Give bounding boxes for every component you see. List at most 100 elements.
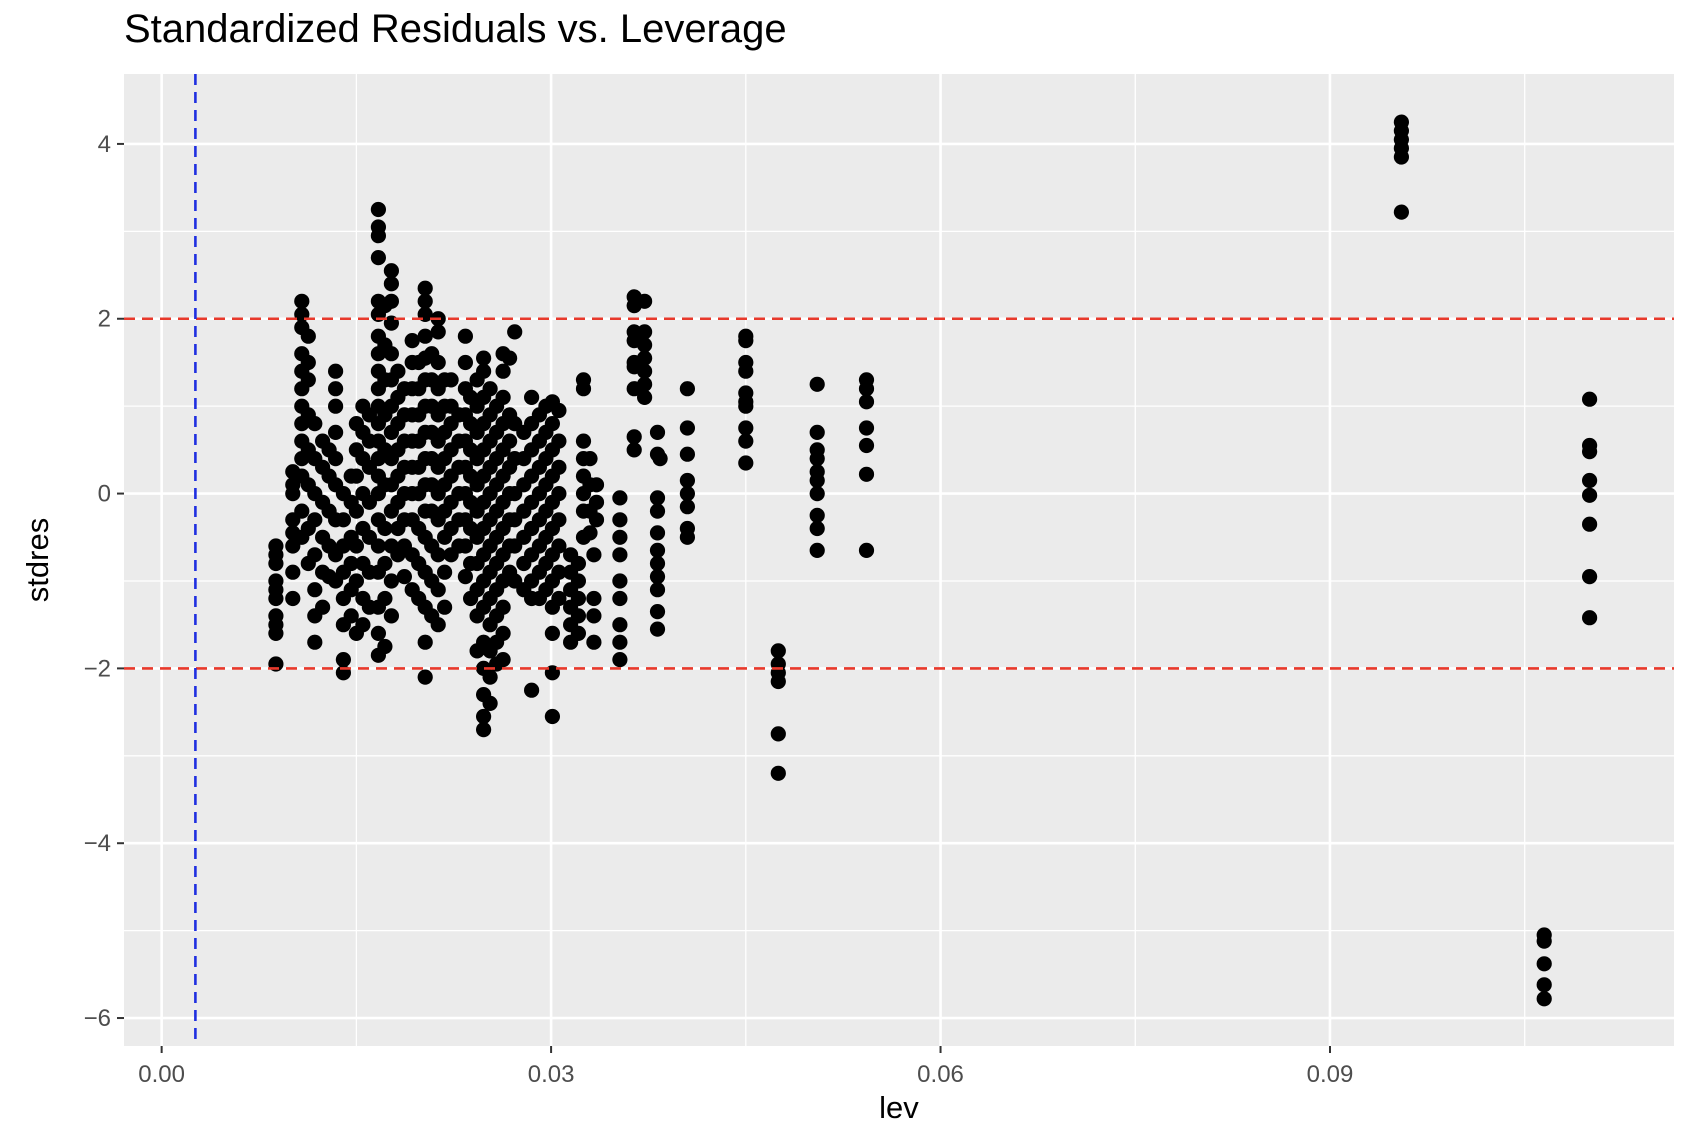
data-point: [417, 669, 433, 685]
data-point: [738, 398, 754, 414]
data-point: [307, 512, 323, 528]
data-point: [377, 590, 393, 607]
data-point: [679, 486, 696, 502]
data-point: [482, 695, 498, 712]
data-point: [770, 643, 786, 659]
data-point: [1536, 933, 1552, 949]
data-point: [294, 293, 310, 309]
data-point: [495, 652, 511, 668]
data-point: [770, 673, 786, 690]
data-point: [300, 372, 316, 388]
data-point: [328, 381, 344, 397]
data-point: [679, 472, 696, 489]
minor-gridlines: [124, 74, 1674, 1046]
x-tick-label: 0.03: [528, 1061, 575, 1088]
data-point: [588, 494, 605, 510]
data-point: [858, 542, 875, 559]
data-point: [588, 477, 605, 493]
data-point: [383, 346, 399, 362]
data-point: [649, 569, 666, 585]
data-point: [612, 512, 628, 528]
data-point: [809, 376, 825, 392]
data-point: [544, 708, 561, 725]
data-point: [551, 538, 567, 554]
data-point: [328, 424, 344, 440]
data-point: [1582, 516, 1598, 532]
data-point: [430, 547, 446, 563]
data-point: [430, 582, 446, 598]
data-point: [544, 625, 561, 642]
data-point: [809, 486, 825, 502]
data-point: [396, 569, 412, 585]
data-point: [858, 394, 875, 410]
data-point: [377, 520, 393, 537]
data-point: [268, 582, 284, 598]
data-point: [1393, 204, 1409, 220]
data-point: [476, 708, 492, 725]
data-point: [1582, 391, 1598, 407]
data-point: [1536, 991, 1552, 1007]
data-point: [649, 542, 666, 559]
data-point: [383, 608, 399, 624]
data-point: [294, 503, 310, 519]
data-point: [307, 547, 323, 563]
data-point: [637, 376, 653, 392]
data-point: [307, 582, 323, 598]
data-point: [570, 555, 587, 572]
data-point: [417, 634, 433, 650]
data-point: [404, 333, 420, 349]
data-point: [524, 389, 540, 405]
data-point: [858, 420, 875, 436]
data-point: [637, 363, 653, 379]
x-axis-title: lev: [879, 1090, 919, 1125]
data-point: [457, 569, 473, 585]
data-point: [588, 512, 605, 528]
data-point: [649, 525, 666, 541]
data-point: [482, 381, 498, 397]
data-point: [315, 599, 331, 615]
data-point: [1582, 569, 1598, 585]
data-point: [544, 416, 561, 432]
data-point: [612, 634, 628, 650]
data-point: [348, 538, 364, 554]
data-point: [430, 324, 446, 340]
data-point: [582, 451, 598, 467]
x-tick-label: 0.06: [917, 1061, 964, 1088]
data-point: [612, 617, 628, 633]
data-point: [417, 280, 433, 296]
data-point: [626, 429, 642, 445]
data-point: [285, 590, 301, 607]
data-point: [586, 608, 602, 624]
data-point: [679, 529, 696, 545]
y-axis-title: stdres: [20, 518, 55, 602]
data-point: [612, 573, 628, 589]
data-point: [1582, 444, 1598, 460]
data-point: [575, 381, 592, 397]
data-point: [300, 328, 316, 344]
data-point: [377, 555, 393, 572]
data-point: [285, 564, 301, 580]
data-point: [390, 363, 406, 379]
data-point: [457, 328, 473, 344]
data-point: [307, 416, 323, 432]
chart-title: Standardized Residuals vs. Leverage: [124, 7, 787, 51]
data-point: [570, 590, 587, 607]
data-point: [551, 486, 567, 502]
data-point: [1393, 149, 1409, 165]
data-point: [551, 590, 567, 607]
data-point: [809, 507, 825, 523]
data-point: [457, 354, 473, 371]
data-point: [586, 634, 602, 650]
data-point: [551, 433, 567, 449]
data-point: [637, 293, 653, 309]
x-tick-label: 0.00: [138, 1061, 185, 1088]
data-point: [738, 333, 754, 349]
data-point: [1536, 956, 1552, 972]
data-point: [268, 625, 284, 642]
reference-lines: [124, 74, 1674, 1046]
data-point: [1582, 472, 1598, 489]
y-tick-label: −2: [84, 655, 111, 682]
data-point: [612, 529, 628, 545]
data-point: [738, 433, 754, 449]
data-point: [679, 420, 696, 436]
